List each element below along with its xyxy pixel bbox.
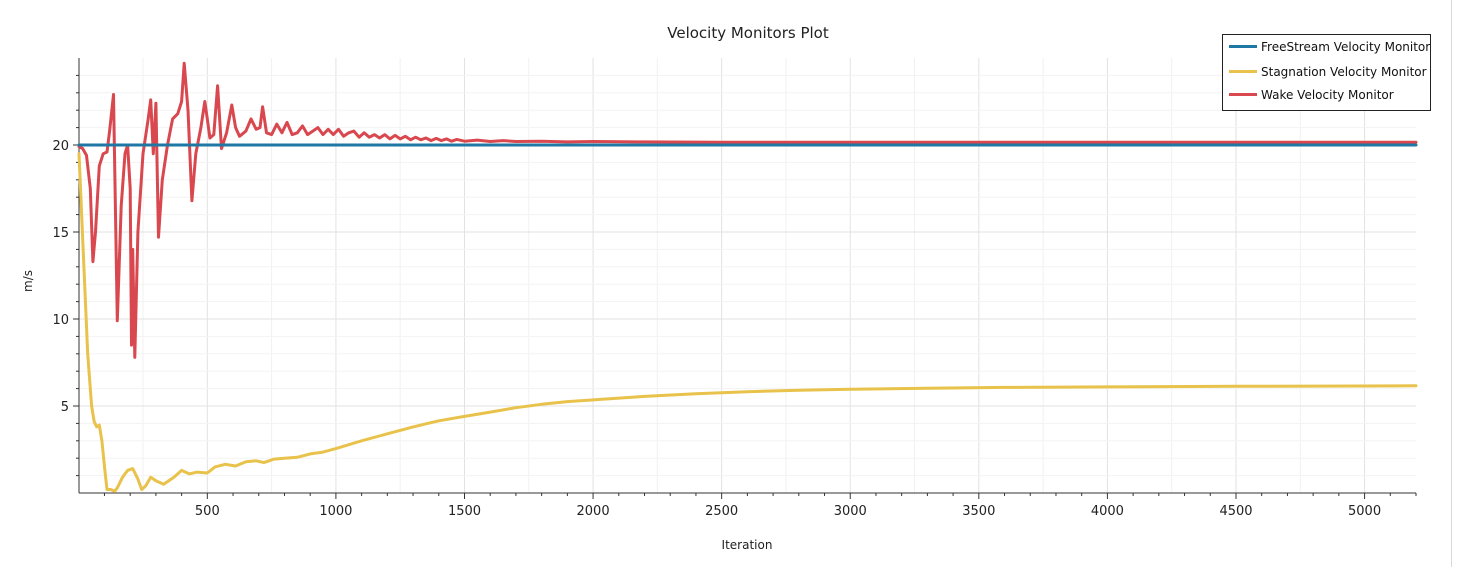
chart-title: Velocity Monitors Plot (667, 24, 829, 42)
legend-swatch-wake (1229, 93, 1257, 96)
x-tick-label: 500 (195, 504, 220, 519)
x-tick-label: 2000 (577, 504, 610, 519)
grid (79, 58, 1416, 493)
wake-line (77, 61, 1418, 359)
x-axis-label: Iteration (722, 538, 773, 552)
x-tick-label: 3500 (962, 504, 995, 519)
y-tick-label: 10 (52, 313, 69, 328)
x-tick-label: 4000 (1091, 504, 1124, 519)
legend-swatch-stagnation (1229, 70, 1257, 73)
x-tick-label: 1000 (319, 504, 352, 519)
x-tick-label: 1500 (448, 504, 481, 519)
y-tick-label: 15 (52, 226, 69, 241)
x-tick-label: 2500 (705, 504, 738, 519)
legend-item-freestream: FreeStream Velocity Monitor (1229, 39, 1430, 55)
stagnation-line (77, 152, 1418, 493)
legend-item-stagnation: Stagnation Velocity Monitor (1229, 64, 1427, 80)
y-tick-label: 5 (61, 400, 69, 415)
legend-item-wake: Wake Velocity Monitor (1229, 87, 1394, 103)
legend-swatch-freestream (1229, 45, 1257, 48)
legend-label-freestream: FreeStream Velocity Monitor (1261, 40, 1431, 54)
legend-label-wake: Wake Velocity Monitor (1261, 88, 1394, 102)
legend-label-stagnation: Stagnation Velocity Monitor (1261, 65, 1427, 79)
y-axis-label: m/s (21, 270, 35, 292)
x-tick-label: 4500 (1219, 504, 1252, 519)
x-tick-label: 3000 (834, 504, 867, 519)
series-lines (77, 61, 1418, 493)
axes: 500 1000 1500 2000 2500 3000 3500 4000 4500 5000 5… (52, 58, 1417, 519)
panel-divider (1451, 0, 1452, 567)
y-tick-label: 20 (52, 139, 69, 154)
legend: FreeStream Velocity Monitor Stagnation V… (1222, 34, 1431, 111)
x-tick-label: 5000 (1348, 504, 1381, 519)
